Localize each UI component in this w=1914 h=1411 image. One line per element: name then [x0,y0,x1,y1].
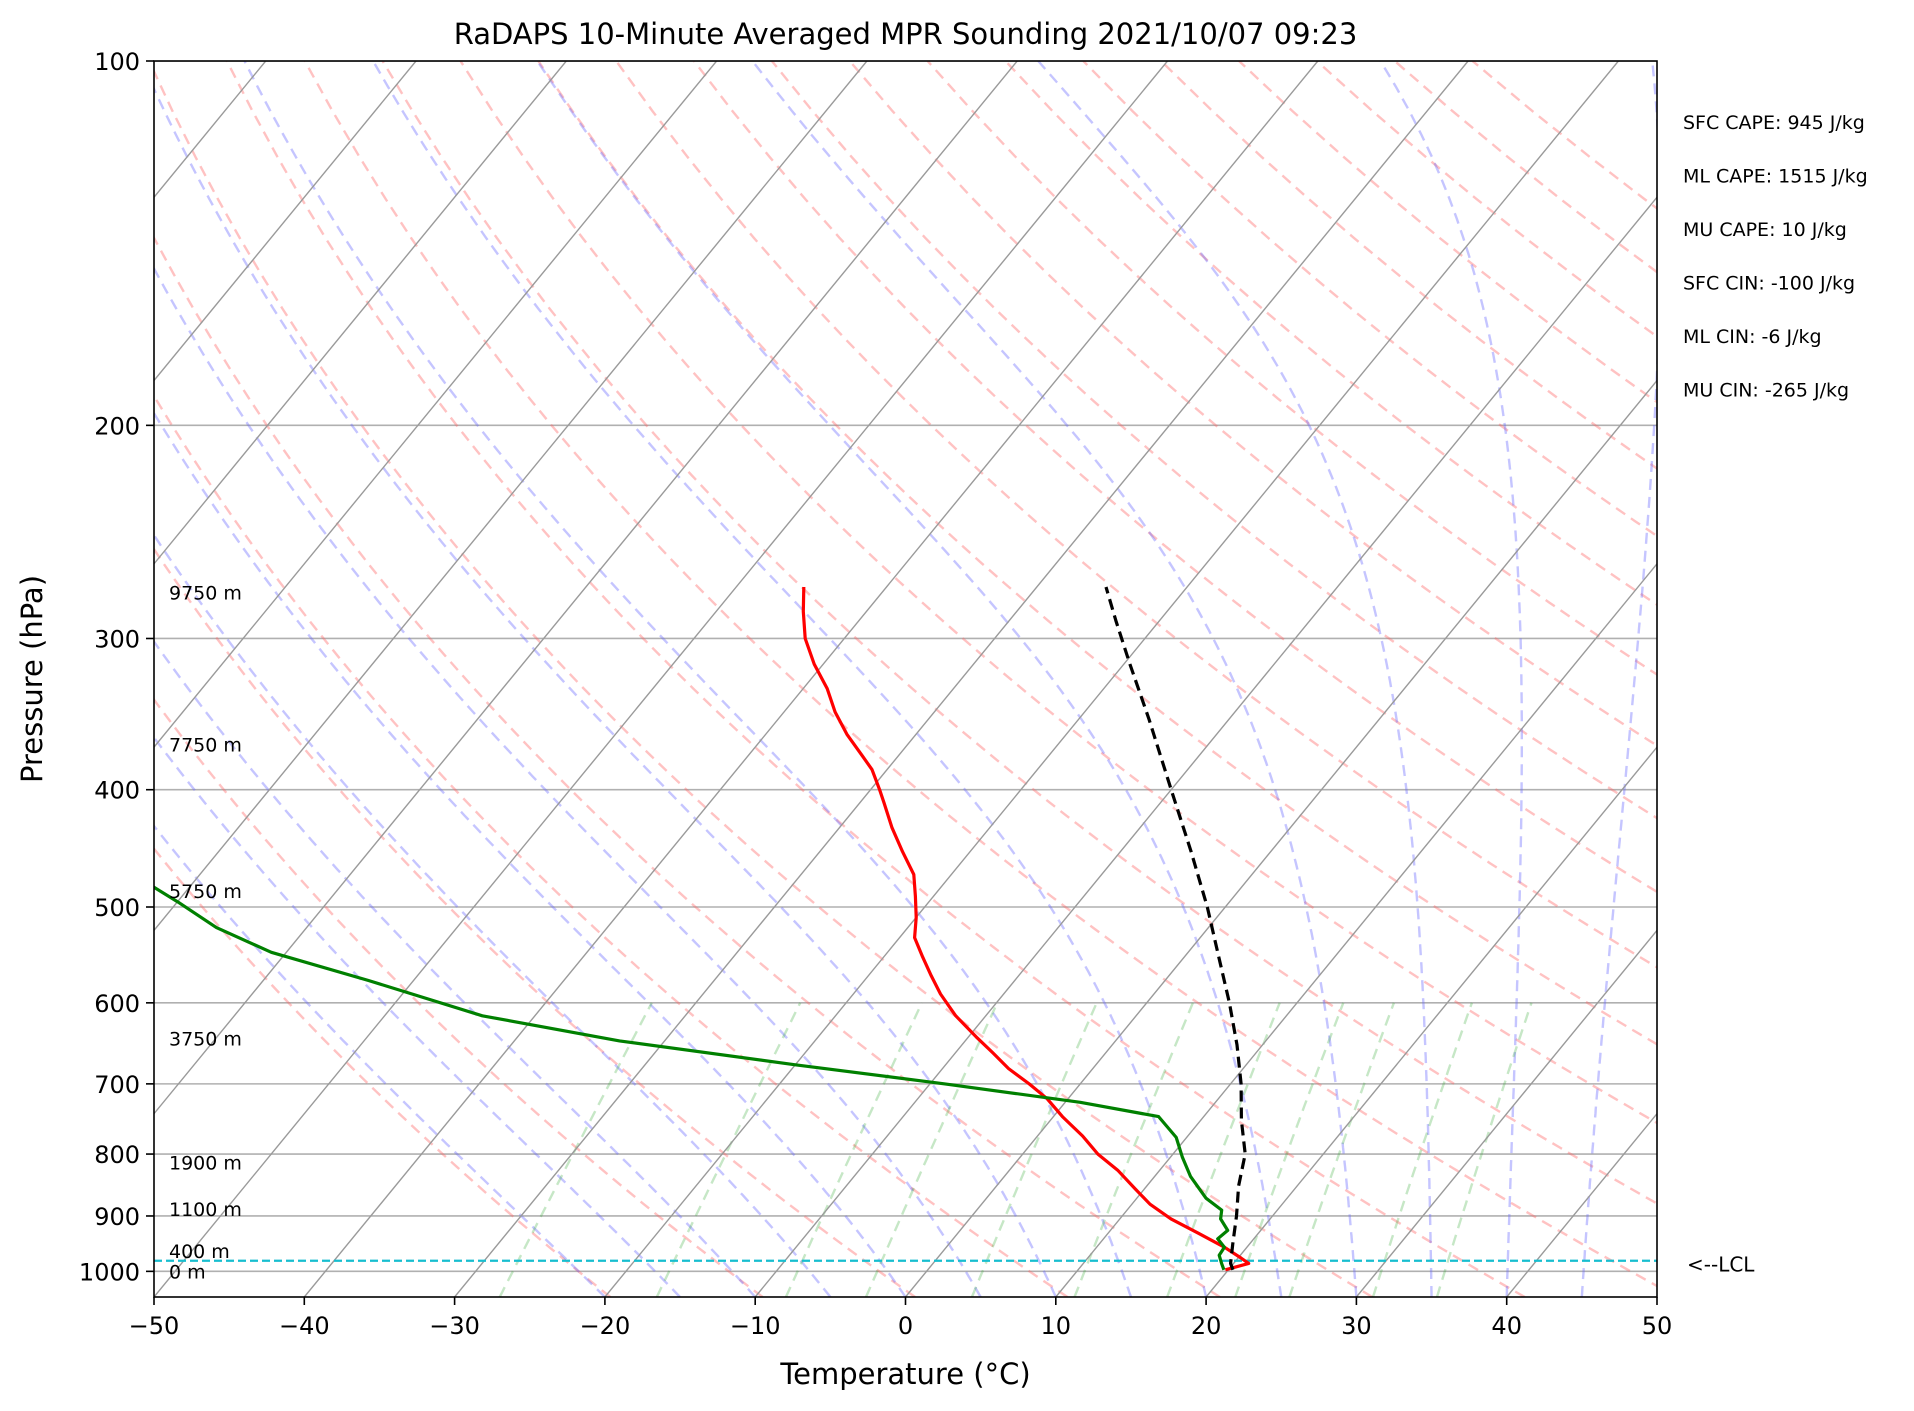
isotherm [455,61,1469,1297]
isotherm [1056,61,1914,1297]
lcl-label: <--LCL [1687,1253,1755,1277]
moist-adiabat [0,61,905,1297]
dry-adiabat [1395,61,1914,1297]
moist-adiabat [1381,61,1522,1297]
isotherm [605,61,1619,1297]
isotherm [0,61,566,1297]
isotherm [1206,61,1914,1297]
moist-adiabat [752,61,1356,1297]
x-tick-label: 50 [1642,1312,1673,1340]
isotherm [4,61,1018,1297]
y-tick-label: 700 [94,1071,140,1099]
mixing-ratio-line [972,1003,1097,1297]
dry-adiabat [772,61,1914,1297]
height-label: 0 m [169,1261,206,1283]
isotherm [0,61,416,1297]
x-axis-label: Temperature (°C) [779,1357,1030,1391]
mixing-ratio-line [1289,1003,1394,1297]
moist-adiabat [141,61,1056,1297]
axis-ticks: −50 −40 −30 −20 −10 0 10 20 30 40 50 100 200 300 400 50… [79,48,1672,1340]
stability-index: MU CAPE: 10 J/kg [1683,219,1847,241]
y-axis-label: Pressure (hPa) [15,575,49,783]
x-tick-label: 10 [1041,1312,1072,1340]
stability-index: SFC CIN: -100 J/kg [1683,273,1855,295]
temperature-profile [803,587,1248,1270]
dry-adiabat [149,61,1372,1297]
x-tick-label: −30 [429,1312,480,1340]
stability-index: SFC CAPE: 945 J/kg [1683,112,1865,134]
moist-adiabat [0,61,755,1297]
dry-adiabat [461,61,1914,1297]
isotherm [0,61,867,1297]
moist-adiabat [373,61,1206,1297]
dry-adiabat [227,61,1525,1297]
y-tick-label: 800 [94,1141,140,1169]
dry-adiabat [694,61,1914,1297]
dry-adiabat [928,61,1914,1297]
height-label: 1100 m [169,1199,242,1221]
stability-indices: SFC CAPE: 945 J/kg ML CAPE: 1515 J/kg MU C… [1683,112,1868,1277]
moist-adiabat [56,61,980,1297]
y-tick-label: 100 [94,48,140,76]
dry-adiabat [0,61,763,1297]
moist-adiabat [0,61,680,1297]
stability-index: MU CIN: -265 J/kg [1683,380,1849,402]
x-tick-label: −40 [279,1312,330,1340]
plot-frame [154,61,1657,1297]
mixing-ratio-line [1167,1003,1280,1297]
dry-adiabat [1317,61,1914,1297]
x-tick-label: −10 [730,1312,781,1340]
x-tick-label: 40 [1491,1312,1522,1340]
y-tick-label: 400 [94,777,140,805]
stability-index: ML CIN: -6 J/kg [1683,326,1822,348]
height-label: 5750 m [169,881,242,903]
dry-adiabat [1473,61,1914,1297]
dry-adiabat [383,61,1830,1297]
height-label: 1900 m [169,1153,242,1175]
isotherm [1507,61,1914,1297]
x-tick-label: 0 [898,1312,913,1340]
dry-adiabat [0,61,915,1297]
dry-adiabat [1239,61,1914,1297]
moist-adiabat [0,61,605,1297]
x-tick-label: 20 [1191,1312,1222,1340]
y-tick-label: 1000 [79,1258,140,1286]
x-tick-label: 30 [1341,1312,1372,1340]
y-tick-label: 900 [94,1203,140,1231]
y-tick-label: 200 [94,412,140,440]
moist-adiabat [0,61,830,1297]
moist-adiabat [245,61,1132,1297]
mixing-ratio-line [1437,1003,1532,1297]
dry-adiabat [538,61,1914,1297]
moist-adiabat [1038,61,1431,1297]
isotherm [154,61,1168,1297]
isotherm [1657,61,1914,1297]
height-label: 7750 m [169,734,242,756]
height-label: 3750 m [169,1028,242,1050]
y-tick-label: 600 [94,990,140,1018]
stability-index: ML CAPE: 1515 J/kg [1683,166,1868,188]
height-label: 400 m [169,1241,230,1263]
background-reference-lines [0,61,1914,1297]
chart-title: RaDAPS 10-Minute Averaged MPR Sounding 2… [454,17,1358,51]
height-label: 9750 m [169,583,242,605]
x-tick-label: −20 [580,1312,631,1340]
dry-adiabat [1005,61,1914,1297]
y-tick-label: 500 [94,894,140,922]
parcel-profile [1106,587,1245,1270]
y-tick-label: 300 [94,625,140,653]
x-tick-label: −50 [129,1312,180,1340]
